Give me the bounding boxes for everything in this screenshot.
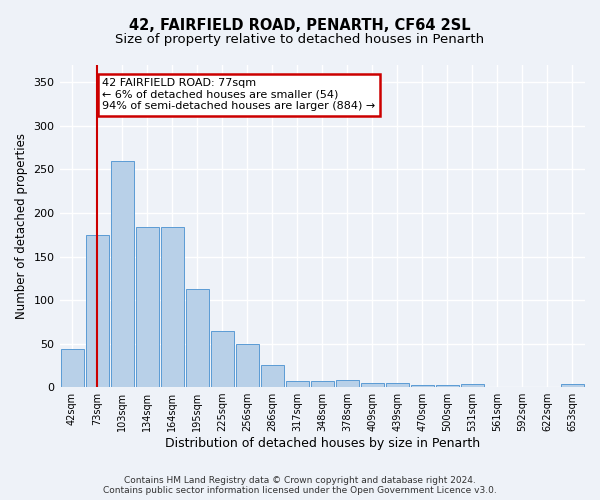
Text: Contains HM Land Registry data © Crown copyright and database right 2024.
Contai: Contains HM Land Registry data © Crown c… [103, 476, 497, 495]
Bar [136, 227, 158, 387]
Bar [161, 227, 184, 387]
Bar [236, 344, 259, 387]
Bar [361, 382, 384, 387]
X-axis label: Distribution of detached houses by size in Penarth: Distribution of detached houses by size … [165, 437, 480, 450]
Bar [461, 384, 484, 387]
Bar [61, 349, 83, 387]
Bar [386, 382, 409, 387]
Bar [286, 381, 309, 387]
Bar [436, 386, 459, 387]
Bar [211, 330, 233, 387]
Bar [86, 234, 109, 387]
Bar [336, 380, 359, 387]
Y-axis label: Number of detached properties: Number of detached properties [15, 133, 28, 319]
Bar [185, 288, 209, 387]
Bar [110, 161, 134, 387]
Text: 42, FAIRFIELD ROAD, PENARTH, CF64 2SL: 42, FAIRFIELD ROAD, PENARTH, CF64 2SL [129, 18, 471, 32]
Bar [561, 384, 584, 387]
Bar [311, 381, 334, 387]
Bar [261, 366, 284, 387]
Bar [411, 386, 434, 387]
Text: 42 FAIRFIELD ROAD: 77sqm
← 6% of detached houses are smaller (54)
94% of semi-de: 42 FAIRFIELD ROAD: 77sqm ← 6% of detache… [102, 78, 376, 112]
Text: Size of property relative to detached houses in Penarth: Size of property relative to detached ho… [115, 32, 485, 46]
